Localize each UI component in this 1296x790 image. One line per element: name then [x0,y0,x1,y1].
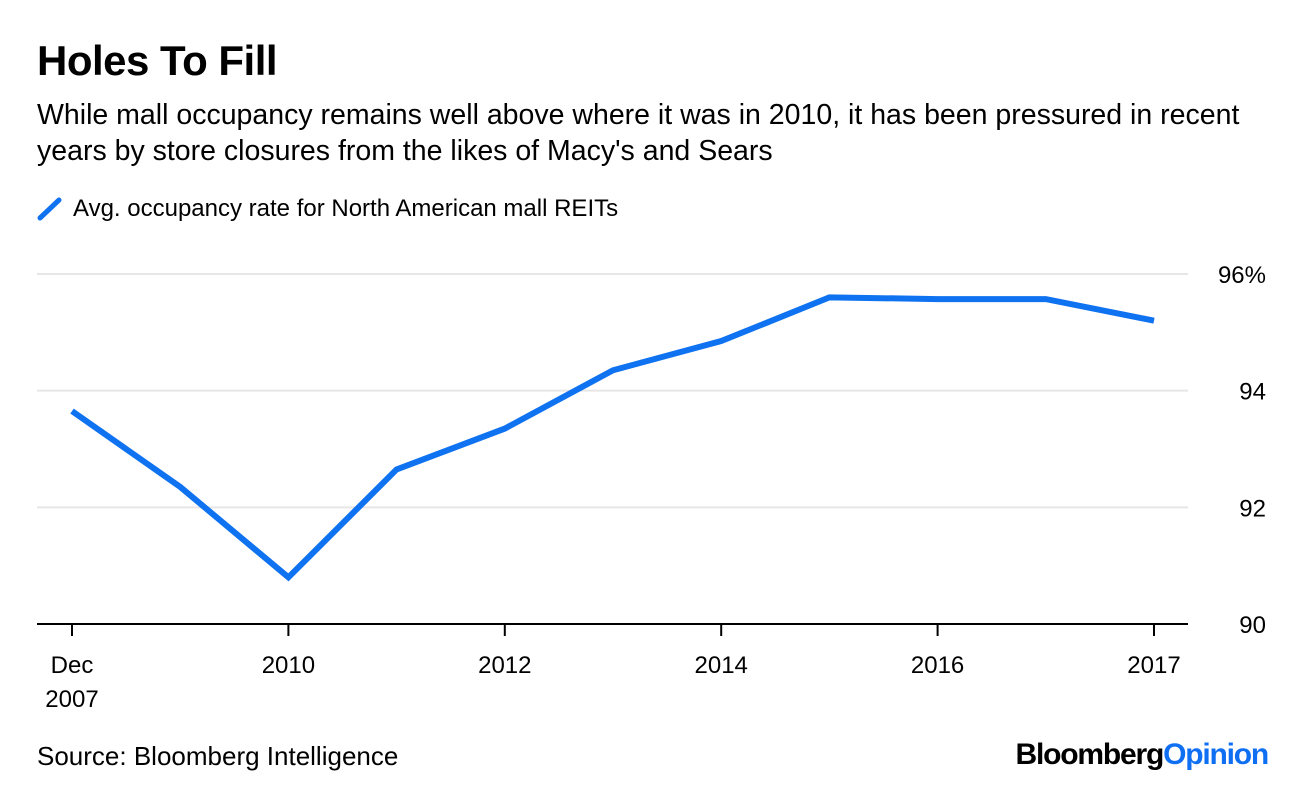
y-axis-labels: 90 92 94 96% [1218,262,1266,639]
series-layer [70,294,1155,582]
x-tick-label-5: 2017 [1127,652,1180,679]
source-note: Source: Bloomberg Intelligence [37,741,399,771]
x-axis [37,623,1188,636]
x-tick-label-2: 2012 [478,652,531,679]
series-line-0 [70,294,1155,582]
gridlines [37,273,1188,509]
legend-line-icon [37,197,62,221]
x-tick-label-4: 2016 [911,652,964,679]
brand-logo: BloombergOpinion [1015,738,1270,772]
y-tick-label-92: 92 [1239,495,1266,522]
y-tick-label-96: 96% [1218,262,1266,289]
x-tick-label-0: Dec [51,652,94,679]
y-tick-label-94: 94 [1239,379,1266,406]
legend: Avg. occupancy rate for North American m… [37,195,618,223]
x-axis-labels: Dec 2007 2010 2012 2014 2016 2017 [45,652,1180,713]
brand-opinion: Opinion [1163,738,1269,771]
chart-subtitle: While mall occupancy remains well above … [37,99,1240,167]
x-tick-label-3: 2014 [695,652,748,679]
chart-title: Holes To Fill [37,37,278,84]
x-tick-label-1: 2010 [262,652,315,679]
x-tick-label-0-line2: 2007 [45,686,98,713]
y-tick-label-90: 90 [1239,612,1266,639]
legend-label: Avg. occupancy rate for North American m… [73,195,619,222]
brand-bloomberg: Bloomberg [1015,738,1165,771]
